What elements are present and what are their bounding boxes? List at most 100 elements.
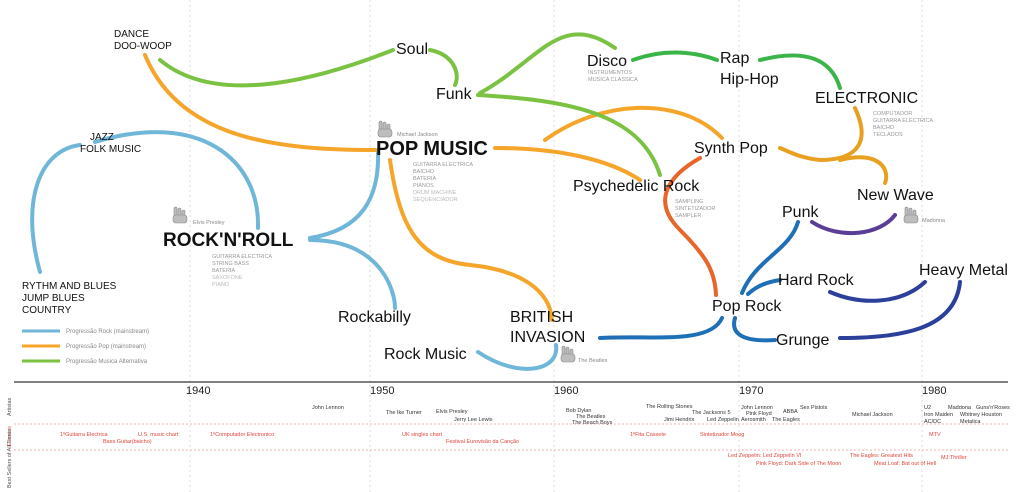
instrument-psy-1: SINTETIZADOR <box>675 206 715 212</box>
edge-popmusic-to-psychedelic <box>493 146 642 182</box>
hand-icon <box>903 206 919 224</box>
event-item: Festival Eurovisão da Canção <box>446 439 519 445</box>
legend-rock: Progressão Rock (mainstream) <box>66 329 149 335</box>
genre-synthpop: Synth Pop <box>694 140 768 157</box>
genre-folk: FOLK MUSIC <box>80 144 141 155</box>
instrument-pop-2: BATERIA <box>413 176 436 182</box>
genre-british-line2: INVASION <box>510 329 585 346</box>
artist-item: Led Zeppelin <box>707 417 739 423</box>
tag-michael: Michael Jackson <box>397 132 438 138</box>
artist-item: The Ike Turner <box>386 410 422 416</box>
artist-item: Guns'n'Roses <box>976 405 1010 411</box>
hand-icon <box>560 345 576 363</box>
instrument-elec-3: TECLADOS <box>873 132 903 138</box>
instrument-rocknroll-1: STRING BASS <box>212 261 249 267</box>
tag-beatles: The Beatles <box>578 358 608 364</box>
edge-rockmusic-to-british <box>476 343 559 371</box>
instrument-disco-0: INSTRUMENTOS <box>588 70 632 76</box>
event-item: MTV <box>929 432 941 438</box>
edge-rnb-to-rocknroll <box>30 143 82 274</box>
edge-funk-to-psychedelic <box>476 93 662 177</box>
edge-rocknroll-to-rockabilly <box>308 238 397 310</box>
event-item: 1ºGuitarra Electrica <box>60 431 108 438</box>
legend-pop: Progressão Pop (mainstream) <box>66 344 146 350</box>
instrument-pop-1: BAICHO <box>413 169 435 175</box>
instrument-elec-1: GUITARRA ELECTRICA <box>873 118 933 124</box>
artist-item: Bob Dylan <box>566 408 591 414</box>
row-title-events: Eventos <box>7 426 13 446</box>
instrument-rocknroll-4: PIANO <box>212 282 230 288</box>
edge-popmusic-to-british <box>388 158 554 322</box>
genre-british-line1: BRITISH <box>510 309 573 326</box>
artist-item: Metalica <box>960 419 981 425</box>
instrument-disco-1: MUSICA CLASSICA <box>588 77 638 83</box>
edge-doowoop-to-soul <box>158 48 395 88</box>
genre-rnb: RYTHM AND BLUES <box>22 281 117 292</box>
artist-item: Sex Pistols <box>800 405 827 411</box>
edge-electronic-to-synthpop <box>778 106 864 163</box>
genre-rocknroll: ROCK'N'ROLL <box>163 230 294 251</box>
edge-grunge-to-heavymetal <box>838 280 962 340</box>
artist-item: AC/DC <box>924 419 941 425</box>
genre-jazz: JAZZ <box>90 132 114 143</box>
tag-madonna: Madonna <box>922 218 946 224</box>
tag-elvis: Elvis Presley <box>193 220 225 226</box>
bestseller-item: Meat Loaf: Bat out of Hell <box>874 461 936 467</box>
edge-electronic-to-newwave <box>838 155 889 185</box>
row-separators <box>14 423 1008 451</box>
artist-item: Aerosmith <box>741 417 766 423</box>
genre-newwave: New Wave <box>857 187 934 204</box>
genre-funk: Funk <box>436 86 473 103</box>
bestseller-item: The Eagles: Greatest Hits <box>850 453 913 459</box>
instrument-pop-3: PIANOS <box>413 183 434 189</box>
edge-disco-to-rap <box>631 50 719 62</box>
edge-poprock-to-punk <box>740 220 800 295</box>
edge-soul-to-funk <box>428 48 459 87</box>
bestseller-item: MJ:Thriller <box>941 455 967 461</box>
instrument-rocknroll-2: BATERIA <box>212 268 235 274</box>
row-title-artists: Artistas <box>7 397 13 416</box>
instrument-elec-0: COMPUTADOR <box>873 111 912 117</box>
artist-item: The Rolling Stones <box>646 404 693 410</box>
edge-poprock-to-hardrock <box>746 278 782 296</box>
legend-swatches <box>22 329 60 363</box>
genre-punk: Punk <box>782 204 819 221</box>
artist-item: Jimi Hendrix <box>664 417 695 423</box>
artist-item: Pink Floyd <box>746 411 772 417</box>
genre-jumpblues: JUMP BLUES <box>22 293 85 304</box>
genre-disco: Disco <box>587 53 627 70</box>
artist-item: Michael Jackson <box>852 412 893 418</box>
event-item: Sintetizador Moog <box>700 432 744 438</box>
artist-item: The Beach Boys <box>572 420 613 426</box>
edge-rocknroll-to-popmusic <box>308 148 381 240</box>
artist-item: Jerry Lee Lewis <box>454 417 493 423</box>
event-item: UK singles chart <box>402 432 443 438</box>
legend-alt: Progressão Musica Alternativa <box>66 359 148 365</box>
artist-item: Maddona <box>948 405 972 411</box>
decade-gridlines <box>189 0 923 492</box>
edge-dance-to-popmusic <box>143 53 377 152</box>
bestseller-item: Led Zeppelin: Led Zeppelin VI <box>728 453 802 459</box>
instrument-pop-0: GUITARRA ELECTRICA <box>413 162 473 168</box>
genre-grunge: Grunge <box>776 332 829 349</box>
edge-poprock-to-grunge <box>732 316 777 343</box>
instrument-pop-5: SEQUENCIADOR <box>413 197 458 203</box>
artist-item: Elvis Presley <box>436 409 468 415</box>
bestseller-item: Pink Floyd: Dark Side of The Moon <box>756 461 841 467</box>
genre-soul: Soul <box>396 41 428 58</box>
instrument-lists: GUITARRA ELECTRICA STRING BASS BATERIA S… <box>212 70 933 288</box>
genre-doowoop: DOO-WOOP <box>114 41 172 52</box>
artist-item: ABBA <box>783 409 798 415</box>
genre-poprock: Pop Rock <box>712 298 782 315</box>
genre-country: COUNTRY <box>22 305 72 316</box>
edge-rap-to-electronic <box>758 53 842 90</box>
artist-item: John Lennon <box>312 405 344 411</box>
genre-rockmusic: Rock Music <box>384 346 467 363</box>
artist-item: The Beatles <box>576 414 606 420</box>
year-1960: 1960 <box>554 385 578 397</box>
edge-hardrock-to-heavymetal <box>828 280 927 303</box>
artist-item: U2 <box>924 405 931 411</box>
edge-punk-to-newwave <box>810 213 897 236</box>
year-1970: 1970 <box>739 385 763 397</box>
